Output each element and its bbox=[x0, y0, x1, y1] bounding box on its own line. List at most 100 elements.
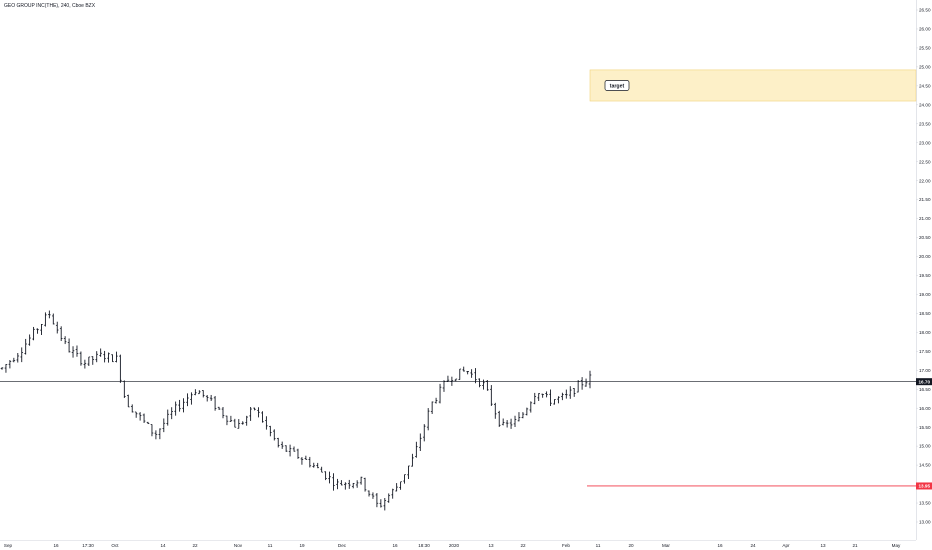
ohlc-bar[interactable] bbox=[166, 409, 170, 426]
ohlc-bar[interactable] bbox=[83, 359, 87, 369]
ohlc-bar[interactable] bbox=[340, 480, 343, 486]
ohlc-bar[interactable] bbox=[316, 462, 320, 469]
ohlc-bar[interactable] bbox=[411, 453, 414, 467]
ohlc-bar[interactable] bbox=[367, 490, 371, 497]
ohlc-bar[interactable] bbox=[336, 478, 339, 490]
ohlc-bar[interactable] bbox=[95, 351, 99, 363]
ohlc-bar[interactable] bbox=[44, 312, 47, 327]
ohlc-bar[interactable] bbox=[300, 457, 304, 465]
ohlc-bar[interactable] bbox=[312, 462, 316, 468]
ohlc-bar[interactable] bbox=[20, 347, 24, 363]
ohlc-bar[interactable] bbox=[407, 465, 410, 479]
ohlc-bar[interactable] bbox=[75, 345, 79, 357]
ohlc-bar[interactable] bbox=[478, 378, 481, 388]
ohlc-bar[interactable] bbox=[304, 455, 308, 460]
ohlc-bar[interactable] bbox=[363, 477, 367, 492]
ohlc-bar[interactable] bbox=[55, 321, 59, 334]
ohlc-bar[interactable] bbox=[576, 380, 580, 393]
ohlc-bar[interactable] bbox=[347, 479, 351, 489]
ohlc-bar[interactable] bbox=[126, 394, 130, 408]
ohlc-bar[interactable] bbox=[150, 424, 154, 437]
ohlc-bar[interactable] bbox=[48, 310, 51, 319]
target-zone-rect[interactable] bbox=[589, 69, 917, 102]
ohlc-bar[interactable] bbox=[525, 407, 529, 416]
ohlc-bar[interactable] bbox=[391, 488, 394, 499]
ohlc-bar[interactable] bbox=[162, 418, 166, 433]
ohlc-bar[interactable] bbox=[170, 407, 173, 420]
ohlc-bar[interactable] bbox=[482, 379, 485, 390]
ohlc-bar[interactable] bbox=[217, 406, 221, 410]
ohlc-bar[interactable] bbox=[8, 359, 12, 369]
ohlc-bar[interactable] bbox=[4, 364, 8, 373]
ohlc-bar[interactable] bbox=[553, 399, 556, 405]
ohlc-bar[interactable] bbox=[0, 367, 4, 370]
ohlc-bar[interactable] bbox=[158, 428, 162, 440]
ohlc-bar[interactable] bbox=[154, 430, 158, 440]
ohlc-bar[interactable] bbox=[190, 392, 193, 405]
ohlc-bar[interactable] bbox=[119, 354, 122, 383]
ohlc-bar[interactable] bbox=[344, 482, 347, 490]
ohlc-bar[interactable] bbox=[174, 401, 177, 416]
ohlc-bar[interactable] bbox=[146, 421, 150, 425]
ohlc-bar[interactable] bbox=[36, 328, 39, 334]
ohlc-bar[interactable] bbox=[130, 404, 134, 413]
ohlc-bar[interactable] bbox=[182, 398, 185, 413]
ohlc-bar[interactable] bbox=[284, 445, 288, 452]
ohlc-bar[interactable] bbox=[572, 388, 576, 397]
ohlc-bar[interactable] bbox=[450, 376, 454, 386]
ohlc-bar[interactable] bbox=[52, 313, 55, 325]
ohlc-bar[interactable] bbox=[557, 396, 560, 404]
ohlc-bar[interactable] bbox=[419, 433, 422, 451]
ohlc-bar[interactable] bbox=[178, 399, 181, 412]
ohlc-bar[interactable] bbox=[383, 497, 387, 511]
ohlc-bar[interactable] bbox=[40, 324, 43, 336]
ohlc-bar[interactable] bbox=[490, 385, 493, 406]
ohlc-bar[interactable] bbox=[269, 425, 272, 437]
ohlc-bar[interactable] bbox=[194, 389, 197, 396]
ohlc-bar[interactable] bbox=[71, 346, 75, 358]
ohlc-bar[interactable] bbox=[505, 420, 509, 428]
ohlc-bar[interactable] bbox=[111, 354, 114, 363]
ohlc-bar[interactable] bbox=[249, 406, 252, 421]
ohlc-bar[interactable] bbox=[16, 353, 20, 363]
ohlc-bar[interactable] bbox=[521, 412, 525, 419]
ohlc-bar[interactable] bbox=[91, 356, 95, 365]
ohlc-bar[interactable] bbox=[280, 441, 284, 449]
ohlc-bar[interactable] bbox=[225, 415, 229, 426]
ohlc-bar[interactable] bbox=[253, 407, 256, 411]
ohlc-bar[interactable] bbox=[415, 441, 418, 458]
ohlc-bar[interactable] bbox=[229, 415, 233, 422]
ohlc-bar[interactable] bbox=[99, 348, 102, 357]
ohlc-bar[interactable] bbox=[399, 481, 402, 490]
ohlc-bar[interactable] bbox=[328, 471, 331, 484]
ohlc-bar[interactable] bbox=[584, 378, 588, 387]
ohlc-bar[interactable] bbox=[320, 466, 323, 473]
ohlc-bar[interactable] bbox=[87, 356, 91, 366]
ohlc-bar[interactable] bbox=[138, 412, 142, 421]
ohlc-bar[interactable] bbox=[32, 326, 35, 341]
ohlc-bar[interactable] bbox=[537, 393, 540, 401]
ohlc-bar[interactable] bbox=[134, 411, 138, 418]
ohlc-bar[interactable] bbox=[493, 402, 497, 419]
ohlc-bar[interactable] bbox=[209, 394, 213, 401]
ohlc-bar[interactable] bbox=[403, 474, 406, 484]
ohlc-bar[interactable] bbox=[509, 418, 513, 429]
ohlc-bar[interactable] bbox=[63, 336, 67, 345]
ohlc-bar[interactable] bbox=[565, 389, 568, 399]
ohlc-bar[interactable] bbox=[387, 493, 391, 503]
ohlc-bar[interactable] bbox=[375, 493, 379, 508]
ohlc-bar[interactable] bbox=[59, 326, 63, 342]
ohlc-bar[interactable] bbox=[446, 375, 450, 382]
ohlc-bar[interactable] bbox=[213, 396, 217, 411]
time-axis[interactable]: Sep 16 17:30 Oct 14 22 Nov 11 19 Dec 16 18:30 2020 13… bbox=[4, 543, 901, 548]
ohlc-bar[interactable] bbox=[434, 397, 438, 404]
ohlc-bar[interactable] bbox=[12, 357, 16, 363]
ohlc-bar[interactable] bbox=[288, 444, 292, 457]
ohlc-bar[interactable] bbox=[296, 448, 300, 459]
ohlc-bar[interactable] bbox=[462, 366, 466, 372]
ohlc-bar[interactable] bbox=[561, 392, 564, 401]
ohlc-bar[interactable] bbox=[272, 429, 276, 441]
ohlc-bar[interactable] bbox=[201, 390, 205, 398]
ohlc-bar[interactable] bbox=[458, 368, 462, 381]
